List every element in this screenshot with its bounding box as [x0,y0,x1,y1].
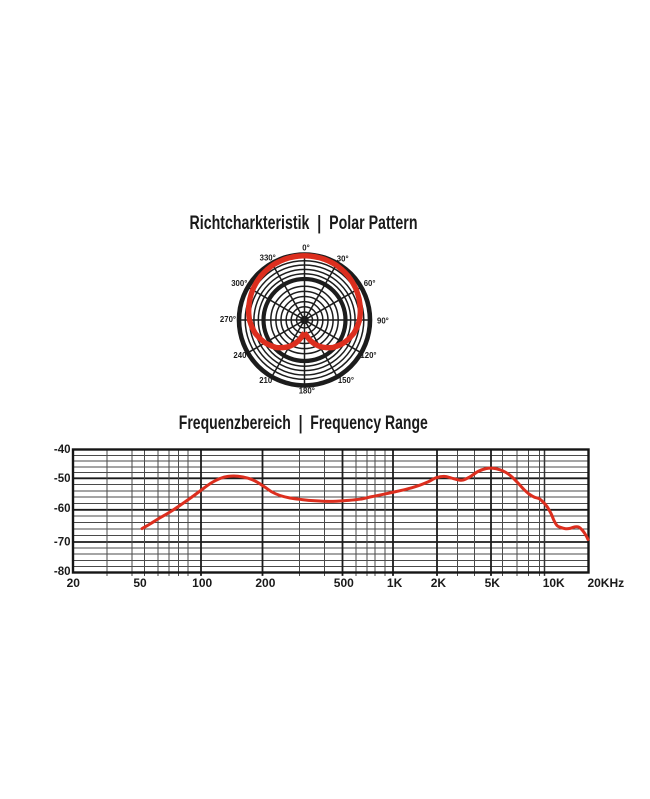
svg-text:10K: 10K [543,576,565,590]
svg-text:200: 200 [255,576,275,590]
svg-text:-40: -40 [54,444,71,456]
svg-text:90°: 90° [377,317,389,326]
svg-text:0°: 0° [302,244,309,253]
svg-text:-50: -50 [54,473,71,485]
svg-text:150°: 150° [338,376,354,385]
svg-text:2K: 2K [431,576,447,590]
svg-text:180°: 180° [299,387,315,396]
svg-text:120°: 120° [360,351,376,360]
svg-text:-60: -60 [54,503,71,515]
svg-text:500: 500 [334,576,354,590]
svg-text:240°: 240° [233,351,249,360]
svg-text:5K: 5K [485,576,501,590]
svg-text:20: 20 [67,576,81,590]
svg-text:-70: -70 [54,537,71,549]
svg-text:330°: 330° [260,254,276,263]
svg-text:60°: 60° [364,279,376,288]
svg-text:1K: 1K [387,576,403,590]
svg-text:-80: -80 [54,566,71,578]
svg-text:30°: 30° [337,254,349,263]
svg-text:Frequenzbereich | Frequency: Frequenzbereich | Frequency Range [179,413,428,434]
svg-text:210°: 210° [259,376,275,385]
svg-text:270°: 270° [220,315,236,324]
svg-text:50: 50 [133,576,147,590]
svg-text:20KHz: 20KHz [587,576,624,590]
svg-text:300°: 300° [231,279,247,288]
svg-text:Richtcharkteristik | Polar P: Richtcharkteristik | Polar Pattern [190,213,418,234]
svg-text:100: 100 [192,576,212,590]
